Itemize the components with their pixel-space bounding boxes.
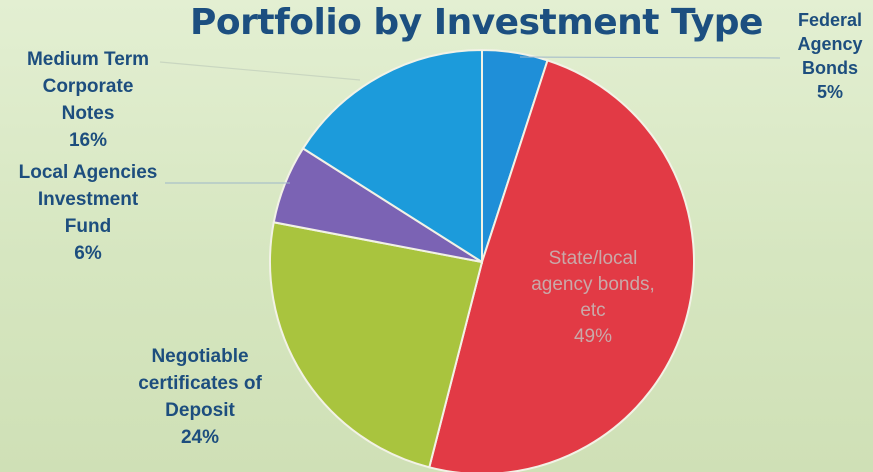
leader-lines — [159, 56, 781, 184]
slice-label-local-agencies-investment-fund: Local Agencies Investment Fund 6% — [0, 159, 176, 267]
leader-line-federal — [519, 56, 781, 59]
slice-value-label: 16% — [68, 130, 108, 151]
slice-label-line: Negotiable — [151, 346, 249, 367]
leader-line-medium-term — [159, 61, 361, 81]
slice-label-line: State/local — [548, 248, 638, 269]
slice-label-federal-agency-bonds: Federal Agency Bonds 5% — [783, 8, 873, 104]
slice-label-line: Corporate — [42, 76, 134, 97]
chart-title: Portfolio by Investment Type — [190, 2, 763, 43]
slice-label-line: Deposit — [165, 400, 235, 421]
pie-slices — [269, 48, 696, 472]
slice-value-label: 24% — [180, 427, 220, 448]
slice-label-line: Local Agencies — [18, 162, 158, 183]
slice-label-line: Investment — [37, 189, 139, 210]
slice-label-line: Agency — [797, 34, 863, 54]
pie-slice-state-local-agency-bonds — [428, 59, 696, 472]
slice-label-line: certificates of — [138, 373, 262, 394]
slice-value-label: 5% — [816, 82, 843, 102]
pie-slice-medium-term-corporate-notes — [301, 48, 483, 264]
pie-slice-negotiable-certificates — [269, 221, 484, 469]
slice-label-line: Bonds — [802, 58, 858, 78]
slice-label-line: Medium Term — [26, 49, 150, 70]
slice-value-label: 6% — [74, 243, 102, 264]
slice-label-line: agency bonds, — [531, 274, 655, 295]
slice-label-line: etc — [580, 300, 606, 321]
slice-label-medium-term-corporate-notes: Medium Term Corporate Notes 16% — [0, 46, 176, 154]
slice-label-line: Fund — [64, 216, 112, 237]
slice-label-state-local-agency-bonds: State/local agency bonds, etc 49% — [505, 246, 681, 350]
slice-label-negotiable-certificates: Negotiable certificates of Deposit 24% — [110, 343, 290, 451]
slice-label-line: Federal — [797, 10, 863, 30]
slice-label-line: Notes — [61, 103, 115, 124]
slice-value-label: 49% — [573, 326, 613, 347]
